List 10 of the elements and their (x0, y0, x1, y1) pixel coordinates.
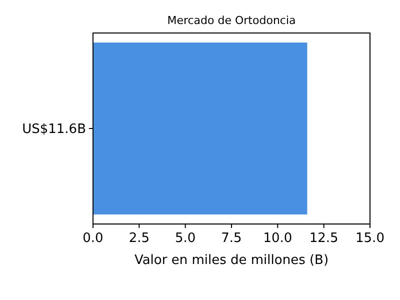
x-tick-label: 10.0 (263, 231, 292, 246)
x-tick-label: 7.5 (221, 231, 242, 246)
x-tick-label: 2.5 (128, 231, 150, 246)
x-tick-label: 0.0 (82, 231, 104, 246)
x-tick-label: 12.5 (309, 231, 338, 246)
y-tick-label: US$11.6B (22, 122, 86, 138)
x-tick-label: 5.0 (174, 231, 196, 246)
chart-title: Mercado de Ortodoncia (167, 14, 296, 27)
x-axis-title: Valor en miles de millones (B) (134, 253, 329, 268)
x-tick-label: 15.0 (356, 231, 384, 246)
